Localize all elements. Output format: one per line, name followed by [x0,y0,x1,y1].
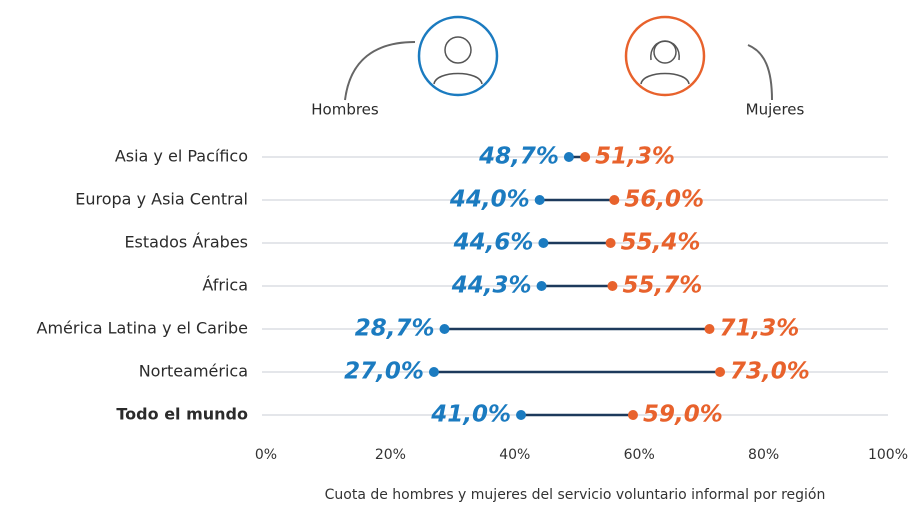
dot [516,410,527,420]
dot [609,195,620,205]
category-label: Asia y el Pacífico [115,147,248,166]
value-label: 51,3% [595,144,675,170]
male-icon [344,15,499,101]
x-axis-label: Cuota de hombres y mujeres del servicio … [325,487,826,503]
value-label: 55,7% [622,273,702,299]
value-label: 71,3% [719,316,799,342]
x-tick-label: 0% [255,447,277,463]
category-label: África [202,276,248,295]
dot [704,324,715,334]
value-label: 73,0% [730,359,810,385]
value-label: 56,0% [624,187,704,213]
dot [428,367,439,377]
dot [605,238,616,248]
x-tick-label: 40% [499,447,530,463]
dot [580,152,591,162]
dot [534,195,545,205]
category-label: Norteamérica [139,362,248,381]
value-label: 48,7% [478,144,559,170]
x-tick-label: 60% [624,447,655,463]
value-label: 27,0% [344,359,424,385]
value-label: 28,7% [355,316,435,342]
value-label: 55,4% [621,230,701,256]
legend-label: Hombres [311,101,379,119]
category-label: Europa y Asia Central [75,190,248,209]
value-label: 44,0% [449,187,530,213]
value-label: 41,0% [430,402,511,428]
dot [607,281,618,291]
value-label: 44,6% [453,230,534,256]
dot [563,152,574,162]
x-tick-label: 80% [748,447,779,463]
dot [538,238,549,248]
category-label: Todo el mundo [116,405,248,424]
dot [627,410,638,420]
dot [715,367,726,377]
value-label: 59,0% [643,402,723,428]
dot [536,281,547,291]
value-label: 44,3% [451,273,532,299]
category-label: Estados Árabes [124,233,248,252]
x-tick-label: 100% [868,447,908,463]
legend-label: Mujeres [746,101,805,119]
dot [439,324,450,334]
female-icon [624,15,773,101]
x-tick-label: 20% [375,447,406,463]
category-label: América Latina y el Caribe [37,319,248,338]
